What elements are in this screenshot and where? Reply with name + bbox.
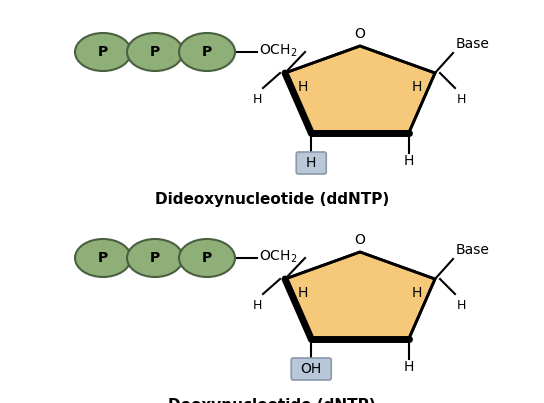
Text: P: P [202,251,212,265]
Text: Base: Base [456,243,490,257]
Text: H: H [252,299,262,312]
Text: P: P [150,251,160,265]
Text: P: P [98,251,108,265]
Text: P: P [150,45,160,59]
Text: H: H [252,93,262,106]
Ellipse shape [127,33,183,71]
Ellipse shape [75,239,131,277]
Text: H: H [298,286,308,300]
Text: H: H [298,80,308,94]
Text: OH: OH [301,362,322,376]
Polygon shape [285,46,435,133]
Ellipse shape [179,33,235,71]
Ellipse shape [179,239,235,277]
Polygon shape [285,252,435,339]
Ellipse shape [127,239,183,277]
Text: Dideoxynucleotide (ddNTP): Dideoxynucleotide (ddNTP) [155,192,389,207]
Text: O: O [355,233,366,247]
Text: Base: Base [456,37,490,51]
Text: H: H [456,299,466,312]
Text: O: O [355,27,366,41]
Text: H: H [456,93,466,106]
Text: Deoxynucleotide (dNTP): Deoxynucleotide (dNTP) [168,398,376,403]
Text: P: P [202,45,212,59]
Text: OCH$_2$: OCH$_2$ [259,249,298,265]
Text: H: H [306,156,317,170]
Text: H: H [412,80,422,94]
Text: OCH$_2$: OCH$_2$ [259,43,298,59]
FancyBboxPatch shape [296,152,326,174]
Ellipse shape [75,33,131,71]
Text: H: H [404,360,414,374]
Text: H: H [404,154,414,168]
FancyBboxPatch shape [291,358,331,380]
Text: H: H [412,286,422,300]
Text: P: P [98,45,108,59]
